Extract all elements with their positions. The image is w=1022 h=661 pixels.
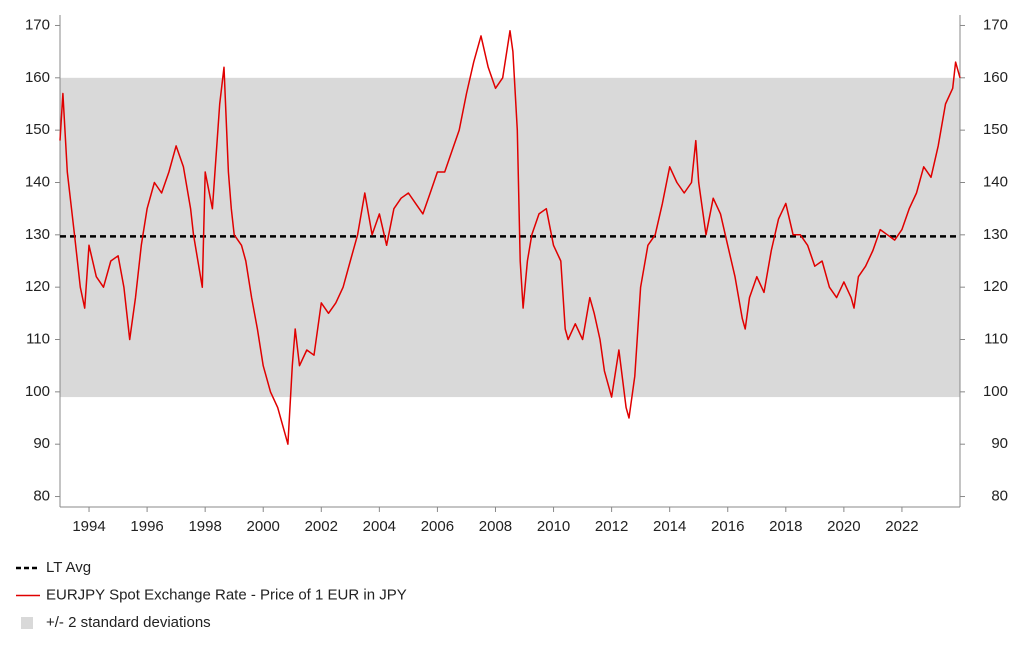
legend-swatch	[21, 617, 33, 629]
x-tick-label: 2020	[827, 518, 860, 535]
x-tick-label: 1996	[130, 518, 163, 535]
x-tick-label: 2008	[479, 518, 512, 535]
y2-tick-label: 110	[984, 330, 1008, 347]
y2-tick-label: 90	[991, 435, 1008, 452]
x-tick-label: 1998	[188, 518, 221, 535]
y2-tick-label: 120	[983, 278, 1008, 295]
y-tick-label: 100	[25, 383, 50, 400]
y-tick-label: 140	[25, 173, 50, 190]
x-tick-label: 2012	[595, 518, 628, 535]
x-tick-label: 2018	[769, 518, 802, 535]
legend-label: +/- 2 standard deviations	[46, 614, 211, 631]
y2-tick-label: 150	[983, 121, 1008, 138]
x-tick-label: 2022	[885, 518, 918, 535]
y2-tick-label: 130	[983, 226, 1008, 243]
x-tick-label: 2002	[305, 518, 338, 535]
x-tick-label: 2010	[537, 518, 570, 535]
x-tick-label: 2004	[363, 518, 396, 535]
x-tick-label: 2014	[653, 518, 686, 535]
y2-tick-label: 100	[983, 383, 1008, 400]
y-tick-label: 160	[25, 69, 50, 86]
y2-tick-label: 80	[991, 488, 1008, 505]
y-tick-label: 120	[25, 278, 50, 295]
y-tick-label: 150	[25, 121, 50, 138]
x-tick-label: 1994	[72, 518, 105, 535]
legend-label: EURJPY Spot Exchange Rate - Price of 1 E…	[46, 586, 407, 603]
line	[59, 29, 961, 445]
x-tick-label: 2000	[247, 518, 280, 535]
y-tick-label: 130	[25, 226, 50, 243]
y-tick-label: 90	[33, 435, 50, 452]
legend-label: LT Avg	[46, 559, 91, 576]
y2-tick-label: 140	[983, 173, 1008, 190]
x-tick-label: 2016	[711, 518, 744, 535]
x-tick-label: 2006	[421, 518, 454, 535]
y2-tick-label: 160	[983, 69, 1008, 86]
y2-tick-label: 170	[983, 16, 1008, 33]
y-tick-label: 110	[26, 330, 50, 347]
y-tick-label: 170	[25, 16, 50, 33]
y-tick-label: 80	[33, 488, 50, 505]
